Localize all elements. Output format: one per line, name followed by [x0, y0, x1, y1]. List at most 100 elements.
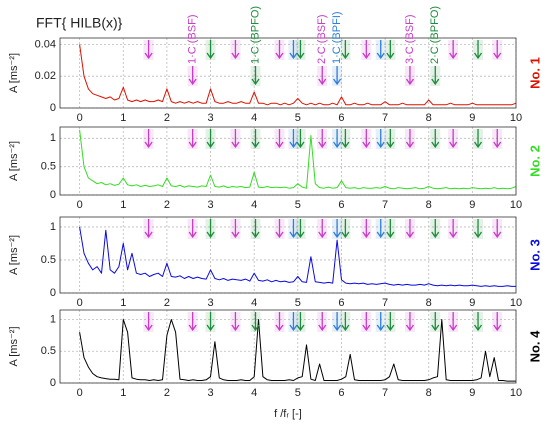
marker-arrow — [275, 312, 284, 332]
marker-arrow — [318, 66, 327, 86]
plot-frame — [59, 309, 517, 384]
y-axis-label: A [ms⁻²] — [8, 53, 20, 93]
x-tick-label: 9 — [469, 112, 475, 124]
marker-arrow — [493, 40, 502, 60]
marker-arrow — [144, 40, 153, 60]
marker-arrow — [376, 40, 385, 60]
x-tick-label: 5 — [295, 112, 301, 124]
annotation: 3·C (BSF) — [404, 15, 416, 65]
marker-arrow — [386, 129, 395, 149]
marker-arrow — [296, 312, 305, 332]
marker-arrow — [386, 312, 395, 332]
annotation: 2·C (BPFO) — [429, 6, 441, 64]
panel-label: No. 1 — [527, 57, 542, 89]
x-tick-label: 3 — [207, 199, 213, 211]
marker-arrow — [144, 129, 153, 149]
marker-arrow — [333, 219, 342, 239]
x-tick-label: 2 — [164, 387, 170, 399]
marker-arrow — [431, 129, 440, 149]
x-tick-label: 10 — [510, 112, 522, 124]
x-tick-label: 0 — [77, 297, 83, 309]
marker-arrow — [188, 312, 197, 332]
x-tick-label: 10 — [510, 199, 522, 211]
marker-arrow — [431, 66, 440, 86]
marker-arrow — [431, 219, 440, 239]
marker-arrow — [431, 312, 440, 332]
annotation: 2·C (BSF) — [316, 15, 328, 65]
x-tick-label: 7 — [382, 387, 388, 399]
marker-arrow — [318, 219, 327, 239]
y-tick-label: 0.5 — [41, 345, 56, 357]
x-tick-label: 3 — [207, 387, 213, 399]
marker-arrow — [493, 219, 502, 239]
marker-arrow — [231, 129, 240, 149]
marker-arrow — [251, 219, 260, 239]
x-tick-label: 1 — [120, 112, 126, 124]
spectrum-line — [79, 319, 516, 382]
marker-arrow — [275, 40, 284, 60]
y-tick-label: 0 — [50, 287, 56, 299]
marker-arrow — [449, 129, 458, 149]
marker-arrow — [341, 40, 350, 60]
x-tick-label: 6 — [338, 387, 344, 399]
marker-arrow — [275, 219, 284, 239]
plot-frame — [59, 126, 517, 196]
x-tick-label: 10 — [510, 297, 522, 309]
marker-arrow — [333, 129, 342, 149]
x-tick-label: 4 — [251, 112, 257, 124]
marker-arrow — [449, 40, 458, 60]
x-tick-label: 7 — [382, 297, 388, 309]
marker-arrow — [474, 129, 483, 149]
x-tick-label: 2 — [164, 199, 170, 211]
marker-arrow — [376, 219, 385, 239]
x-tick-label: 1 — [120, 199, 126, 211]
annotation: 1·C (BSF) — [187, 15, 199, 65]
marker-arrow — [474, 219, 483, 239]
x-tick-label: 8 — [426, 199, 432, 211]
x-tick-label: 4 — [251, 387, 257, 399]
marker-arrow — [206, 40, 215, 60]
x-tick-label: 5 — [295, 199, 301, 211]
marker-arrow — [362, 129, 371, 149]
x-tick-label: 9 — [469, 387, 475, 399]
y-tick-label: 1 — [50, 313, 56, 325]
x-tick-label: 0 — [77, 387, 83, 399]
marker-arrow — [493, 129, 502, 149]
x-tick-label: 5 — [295, 387, 301, 399]
x-tick-label: 8 — [426, 112, 432, 124]
marker-arrow — [474, 312, 483, 332]
marker-arrow — [376, 129, 385, 149]
x-tick-label: 1 — [120, 297, 126, 309]
x-tick-label: 9 — [469, 199, 475, 211]
y-tick-label: 1 — [50, 132, 56, 144]
marker-arrow — [231, 40, 240, 60]
marker-arrow — [275, 129, 284, 149]
x-tick-label: 6 — [338, 112, 344, 124]
marker-arrow — [405, 66, 414, 86]
x-tick-label: 0 — [77, 199, 83, 211]
marker-arrow — [318, 312, 327, 332]
marker-arrow — [231, 312, 240, 332]
marker-arrow — [289, 312, 298, 332]
x-tick-label: 6 — [338, 199, 344, 211]
x-tick-label: 3 — [207, 297, 213, 309]
marker-arrow — [251, 312, 260, 332]
x-tick-label: 4 — [251, 199, 257, 211]
marker-arrow — [449, 312, 458, 332]
marker-arrow — [341, 312, 350, 332]
marker-arrow — [405, 129, 414, 149]
marker-arrow — [296, 40, 305, 60]
y-tick-label: 0 — [50, 189, 56, 201]
marker-arrow — [144, 312, 153, 332]
marker-arrow — [144, 219, 153, 239]
x-tick-label: 10 — [510, 387, 522, 399]
y-axis-label: A [ms⁻²] — [8, 141, 20, 181]
x-tick-label: 9 — [469, 297, 475, 309]
x-tick-label: 8 — [426, 387, 432, 399]
spectrum-line — [79, 129, 517, 190]
marker-arrow — [333, 66, 342, 86]
marker-arrow — [341, 219, 350, 239]
panel-label: No. 3 — [527, 239, 542, 271]
marker-arrow — [386, 40, 395, 60]
